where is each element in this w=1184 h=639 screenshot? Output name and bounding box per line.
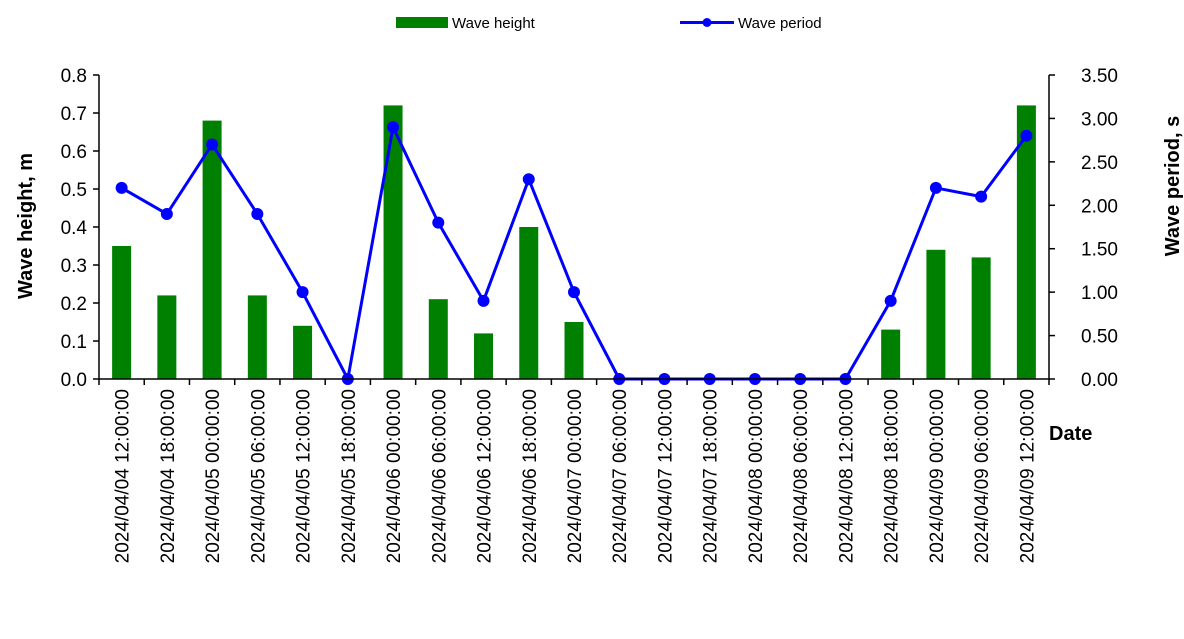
- bar-wave-height-8: [474, 333, 494, 379]
- line-group: [115, 121, 1033, 385]
- y-axis-left-title: Wave height, m: [15, 153, 37, 299]
- left-tick-label: 0.6: [61, 142, 87, 163]
- bar-wave-height-19: [971, 257, 991, 379]
- point-wave-period-7: [432, 216, 445, 229]
- x-tick-label: 2024/04/08 06:00:00: [791, 389, 812, 563]
- point-wave-period-4: [296, 286, 309, 299]
- x-tick-label: 2024/04/08 00:00:00: [746, 389, 767, 563]
- point-wave-period-18: [929, 181, 942, 194]
- x-tick-label: 2024/04/05 12:00:00: [294, 389, 315, 563]
- legend: Wave height Wave period: [396, 15, 822, 32]
- x-tick-label: 2024/04/07 06:00:00: [610, 389, 631, 563]
- point-wave-period-0: [115, 181, 128, 194]
- legend-wave-period-label: Wave period: [738, 15, 822, 32]
- point-wave-period-9: [522, 173, 535, 186]
- bar-wave-height-10: [564, 322, 584, 379]
- x-tick-label: 2024/04/05 18:00:00: [339, 389, 360, 563]
- x-axis-title: Date: [1049, 423, 1092, 445]
- axes-group: [93, 74, 1055, 385]
- right-tick-labels: 0.00 0.50 1.00 1.50 2.00 2.50 3.00 3.50: [1081, 66, 1118, 391]
- point-wave-period-1: [160, 207, 173, 220]
- bar-wave-height-6: [383, 105, 403, 380]
- left-tick-label: 0.3: [61, 256, 87, 277]
- bar-wave-height-7: [428, 299, 448, 379]
- left-tick-label: 0.7: [61, 104, 87, 125]
- x-tick-label: 2024/04/05 00:00:00: [203, 389, 224, 563]
- right-tick-label: 0.50: [1081, 327, 1118, 348]
- left-tick-label: 0.1: [61, 332, 87, 353]
- legend-wave-height-label: Wave height: [452, 15, 536, 32]
- legend-wave-period-marker: [702, 18, 712, 27]
- x-tick-label: 2024/04/09 12:00:00: [1017, 389, 1038, 563]
- right-tick-label: 1.50: [1081, 240, 1118, 261]
- right-tick-label: 3.00: [1081, 109, 1118, 130]
- x-tick-label: 2024/04/08 18:00:00: [882, 389, 903, 563]
- left-tick-label: 0.2: [61, 294, 87, 315]
- bar-wave-height-0: [112, 246, 132, 379]
- y-axis-right-title: Wave period, s: [1162, 116, 1184, 256]
- x-tick-label: 2024/04/06 18:00:00: [520, 389, 541, 563]
- x-tick-label: 2024/04/06 06:00:00: [429, 389, 450, 563]
- bars-group: [112, 105, 1036, 380]
- left-tick-label: 0.8: [61, 66, 87, 87]
- point-wave-period-10: [568, 286, 580, 299]
- right-tick-label: 3.50: [1081, 66, 1118, 87]
- x-tick-label: 2024/04/05 06:00:00: [248, 389, 269, 563]
- legend-wave-height-swatch: [396, 17, 448, 28]
- right-tick-label: 1.00: [1081, 283, 1118, 304]
- right-tick-label: 0.00: [1081, 370, 1118, 391]
- bar-wave-height-4: [293, 325, 313, 379]
- point-wave-period-6: [387, 121, 400, 134]
- x-tick-label: 2024/04/07 12:00:00: [655, 389, 676, 563]
- left-tick-labels: 0.0 0.1 0.2 0.3 0.4 0.5 0.6 0.7 0.8: [61, 66, 88, 391]
- point-wave-period-17: [884, 294, 897, 307]
- point-wave-period-8: [477, 294, 490, 307]
- bar-wave-height-2: [202, 120, 222, 379]
- x-tick-label: 2024/04/06 12:00:00: [475, 389, 496, 563]
- point-wave-period-2: [206, 138, 219, 151]
- point-wave-period-20: [1020, 129, 1033, 142]
- left-tick-label: 0.5: [61, 180, 87, 201]
- right-tick-label: 2.50: [1081, 153, 1118, 174]
- point-wave-period-19: [975, 190, 988, 203]
- x-tick-label: 2024/04/08 12:00:00: [836, 389, 857, 563]
- bar-wave-height-20: [1016, 105, 1036, 380]
- x-tick-label: 2024/04/07 18:00:00: [701, 389, 722, 563]
- bar-wave-height-17: [881, 329, 901, 379]
- x-tick-label: 2024/04/04 18:00:00: [158, 389, 179, 563]
- x-tick-labels: 2024/04/04 12:00:00 2024/04/04 18:00:00 20…: [113, 389, 1039, 563]
- right-tick-label: 2.00: [1081, 196, 1118, 217]
- point-wave-period-3: [251, 207, 264, 220]
- x-tick-label: 2024/04/09 06:00:00: [972, 389, 993, 563]
- x-tick-label: 2024/04/04 12:00:00: [113, 389, 134, 563]
- bar-wave-height-18: [926, 249, 946, 379]
- x-tick-label: 2024/04/09 00:00:00: [927, 389, 948, 563]
- bar-wave-height-9: [519, 227, 539, 379]
- left-tick-label: 0.0: [61, 370, 87, 391]
- bar-wave-height-3: [247, 295, 267, 379]
- bar-wave-height-1: [157, 295, 177, 379]
- left-tick-label: 0.4: [61, 218, 88, 239]
- x-tick-label: 2024/04/07 00:00:00: [565, 389, 586, 563]
- x-tick-label: 2024/04/06 00:00:00: [384, 389, 405, 563]
